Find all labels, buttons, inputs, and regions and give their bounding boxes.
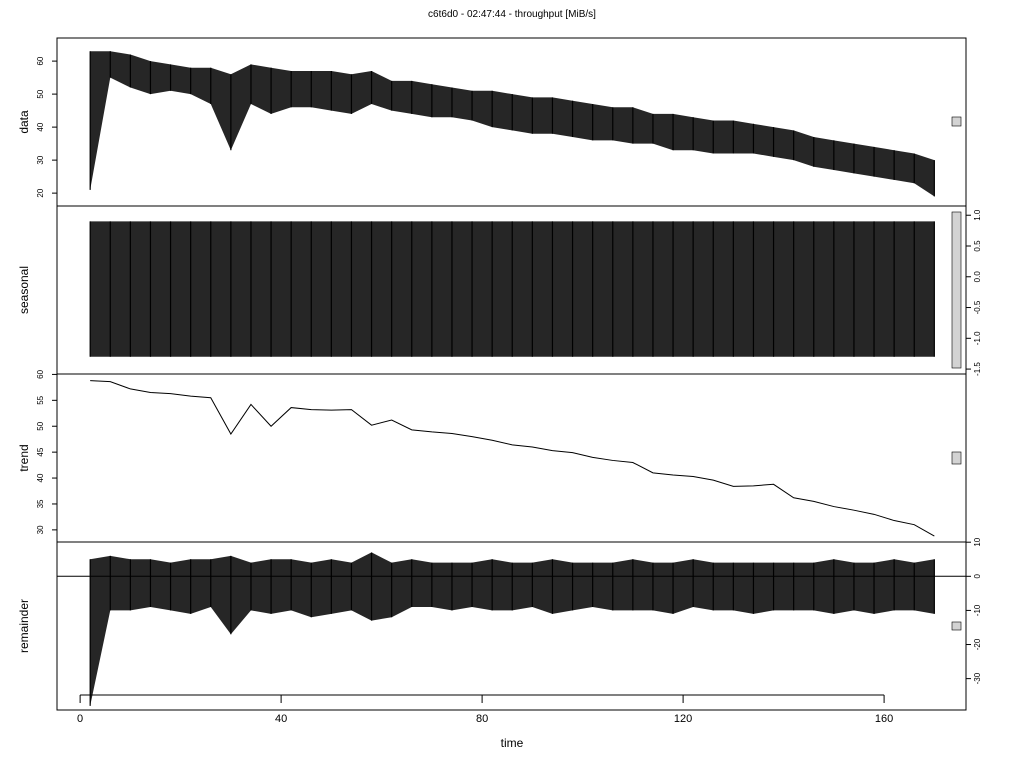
x-tick-label: 80 [476,713,488,725]
y-tick-label: -10 [973,604,982,616]
y-tick-label: 60 [36,369,45,378]
x-tick-label: 0 [77,713,83,725]
x-axis-label: time [501,736,524,750]
y-tick-label: 20 [36,188,45,197]
x-tick-label: 160 [875,713,893,725]
y-tick-label: 60 [36,56,45,65]
y-tick-label: -1.0 [973,331,982,345]
y-tick-label: 50 [36,89,45,98]
y-axis-label: data [17,110,31,134]
y-tick-label: -1.5 [973,362,982,376]
y-tick-label: 40 [36,473,45,482]
scale-bar [951,451,962,465]
y-tick-label: 40 [36,122,45,131]
x-tick-label: 120 [674,713,692,725]
y-tick-label: 0 [973,574,982,579]
panel-frame [56,541,967,711]
y-tick-label: 45 [36,447,45,456]
y-axis-label: seasonal [17,266,31,314]
y-tick-label: 30 [36,525,45,534]
y-tick-label: -0.5 [973,300,982,314]
chart-title: c6t6d0 - 02:47:44 - throughput [MiB/s] [428,9,596,20]
y-axis-label: remainder [17,599,31,653]
y-tick-label: 30 [36,155,45,164]
y-tick-label: -30 [973,672,982,684]
trend-line [90,380,935,537]
y-tick-label: 35 [36,499,45,508]
y-tick-label: -20 [973,638,982,650]
y-tick-label: 10 [973,537,982,546]
y-tick-label: 0.0 [973,271,982,283]
scale-bar [951,116,962,127]
band [90,552,935,706]
scale-bar [951,211,962,369]
scale-bar [951,621,962,631]
panel-frame [56,373,967,543]
y-axis-label: trend [17,444,31,471]
y-tick-label: 50 [36,421,45,430]
y-tick-label: 0.5 [973,240,982,252]
y-tick-label: 55 [36,395,45,404]
x-tick-label: 40 [275,713,287,725]
y-tick-label: 1.0 [973,209,982,221]
